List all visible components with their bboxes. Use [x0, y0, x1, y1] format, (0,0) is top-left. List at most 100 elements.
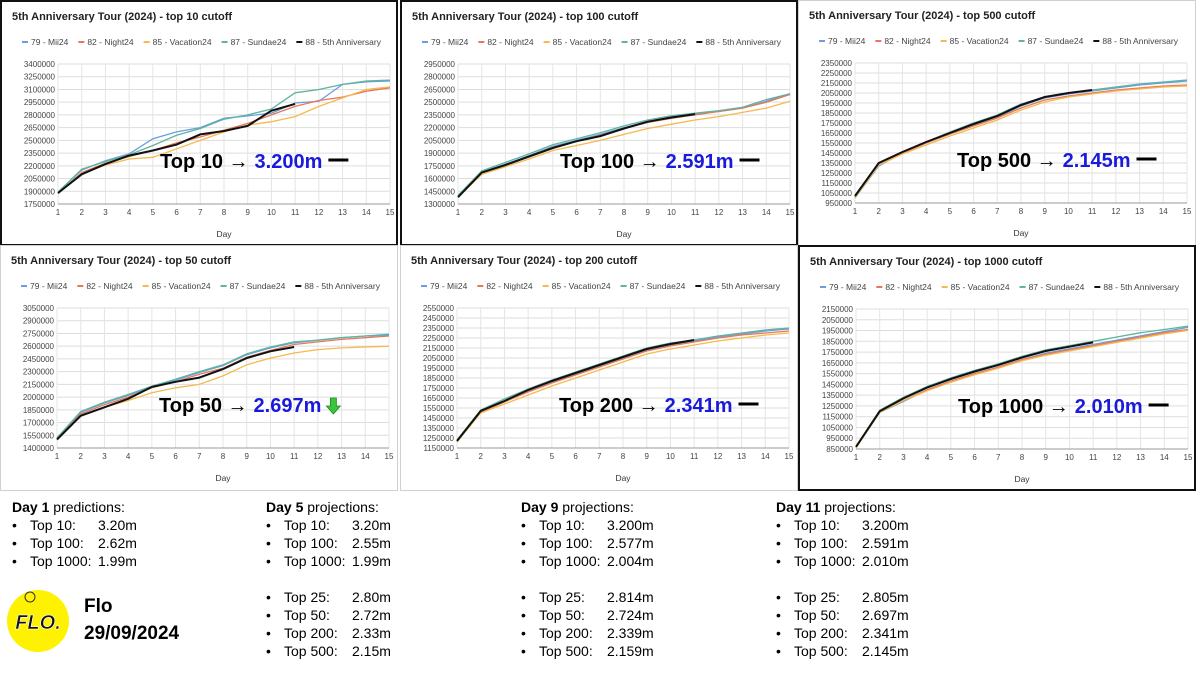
- chart-panel: 5th Anniversary Tour (2024) - top 10 cut…: [0, 0, 398, 246]
- x-tick-label: 12: [314, 208, 323, 217]
- annotation-label: Top 10 →: [160, 151, 249, 173]
- chart-title: 5th Anniversary Tour (2024) - top 50 cut…: [11, 255, 231, 267]
- bullet: •: [521, 625, 526, 641]
- legend-label: 82 - Night24: [486, 281, 533, 291]
- annotation: Top 50 → 2.697m: [159, 395, 321, 417]
- bullet: •: [521, 643, 526, 659]
- projection-day: Day 1: [12, 499, 50, 515]
- x-tick-label: 14: [762, 208, 771, 217]
- projection-label: Top 25:: [794, 589, 840, 605]
- projection-heading: Day 1 predictions:: [12, 498, 125, 516]
- y-tick-label: 2450000: [23, 355, 55, 364]
- projection-value: 2.80m: [352, 589, 391, 605]
- x-tick-label: 13: [1135, 207, 1144, 216]
- x-tick-label: 14: [361, 452, 370, 461]
- series-line: [456, 330, 790, 442]
- bullet: •: [266, 607, 271, 623]
- bullet: •: [521, 589, 526, 605]
- x-tick-label: 8: [222, 208, 227, 217]
- y-tick-label: 1550000: [23, 431, 55, 440]
- x-tick-label: 9: [1043, 453, 1048, 462]
- projection-value: 2.004m: [607, 553, 654, 569]
- annotation-value: 2.145m: [1063, 150, 1131, 172]
- projection-day: Day 9: [521, 499, 559, 515]
- chart-title: 5th Anniversary Tour (2024) - top 200 cu…: [411, 255, 637, 267]
- series-line: [457, 93, 791, 196]
- y-tick-label: 2050000: [822, 316, 854, 325]
- y-tick-label: 1450000: [424, 187, 456, 196]
- chart: 5th Anniversary Tour (2024) - top 10 cut…: [12, 11, 395, 239]
- chart: 5th Anniversary Tour (2024) - top 1000 c…: [810, 256, 1193, 484]
- projection-value: 2.55m: [352, 535, 391, 551]
- bullet: •: [266, 589, 271, 605]
- legend-label: 87 - Sundae24: [631, 37, 687, 47]
- bullet: •: [266, 643, 271, 659]
- projection-value: 3.20m: [98, 517, 137, 533]
- projection-heading: Day 9 projections:: [521, 498, 634, 516]
- x-tick-label: 7: [996, 453, 1001, 462]
- legend-label: 88 - 5th Anniversary: [705, 37, 781, 47]
- y-tick-label: 1350000: [822, 391, 854, 400]
- x-axis-label: Day: [216, 229, 232, 239]
- projection-label: Top 25:: [539, 589, 585, 605]
- legend-label: 79 - Mii24: [30, 281, 68, 291]
- annotation: Top 100 → 2.591m: [560, 151, 734, 173]
- legend-label: 82 - Night24: [86, 281, 133, 291]
- x-tick-label: 2: [877, 453, 882, 462]
- chart: 5th Anniversary Tour (2024) - top 500 cu…: [809, 10, 1192, 238]
- annotation: Top 500 → 2.145m: [957, 150, 1131, 172]
- chart-title: 5th Anniversary Tour (2024) - top 500 cu…: [809, 10, 1035, 22]
- chart-title: 5th Anniversary Tour (2024) - top 100 cu…: [412, 11, 638, 23]
- y-tick-label: 2650000: [24, 124, 56, 133]
- y-tick-label: 1450000: [822, 380, 854, 389]
- bullet: •: [12, 517, 17, 533]
- bullet: •: [266, 517, 271, 533]
- y-tick-label: 2800000: [424, 73, 456, 82]
- y-tick-label: 1950000: [822, 327, 854, 336]
- projection-value: 2.159m: [607, 643, 654, 659]
- projection-value: 1.99m: [352, 553, 391, 569]
- projection-label: Top 100:: [794, 535, 848, 551]
- y-tick-label: 3250000: [24, 73, 56, 82]
- y-tick-label: 1050000: [822, 423, 854, 432]
- projection-label: Top 1000:: [794, 553, 856, 569]
- projection-value: 2.15m: [352, 643, 391, 659]
- x-tick-label: 15: [785, 452, 794, 461]
- y-tick-label: 1900000: [24, 187, 56, 196]
- x-tick-label: 14: [362, 208, 371, 217]
- annotation-value: 2.697m: [254, 395, 322, 417]
- y-tick-label: 3050000: [23, 304, 55, 313]
- y-tick-label: 2050000: [423, 354, 455, 363]
- bullet: •: [12, 535, 17, 551]
- y-tick-label: 2150000: [423, 344, 455, 353]
- x-tick-label: 12: [713, 452, 722, 461]
- legend-label: 85 - Vacation24: [153, 37, 212, 47]
- chart-panel: 5th Anniversary Tour (2024) - top 1000 c…: [798, 245, 1196, 491]
- projection-value: 2.62m: [98, 535, 137, 551]
- y-tick-label: 1750000: [424, 162, 456, 171]
- annotation-value: 2.591m: [666, 151, 734, 173]
- x-tick-label: 11: [291, 208, 300, 217]
- x-tick-label: 3: [503, 208, 508, 217]
- series-line: [456, 332, 790, 443]
- bullet: •: [776, 535, 781, 551]
- projection-label: Top 100:: [30, 535, 84, 551]
- projection-value: 2.33m: [352, 625, 391, 641]
- x-tick-label: 6: [173, 452, 178, 461]
- bullet: •: [776, 589, 781, 605]
- x-tick-label: 8: [621, 452, 626, 461]
- x-tick-label: 10: [666, 452, 675, 461]
- x-axis-label: Day: [1014, 474, 1030, 484]
- y-tick-label: 2300000: [23, 368, 55, 377]
- y-tick-label: 2050000: [424, 136, 456, 145]
- y-tick-label: 2950000: [24, 98, 56, 107]
- y-tick-label: 2950000: [424, 60, 456, 69]
- y-tick-label: 2150000: [821, 79, 853, 88]
- x-tick-label: 9: [645, 208, 650, 217]
- x-tick-label: 2: [478, 452, 483, 461]
- x-tick-label: 13: [337, 452, 346, 461]
- x-tick-label: 2: [78, 452, 83, 461]
- bullet: •: [12, 553, 17, 569]
- logo-bulb: [24, 591, 36, 603]
